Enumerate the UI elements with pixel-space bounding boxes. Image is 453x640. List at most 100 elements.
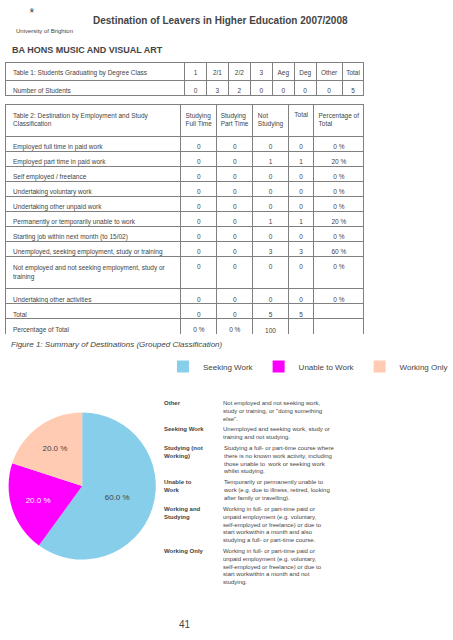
svg-text:Employed full time in paid wor: Employed full time in paid work — [13, 143, 103, 151]
svg-text:Seeking Work: Seeking Work — [164, 426, 204, 432]
svg-text:3: 3 — [269, 248, 273, 255]
svg-text:0: 0 — [233, 143, 237, 150]
svg-text:0: 0 — [197, 173, 201, 180]
svg-text:Other: Other — [164, 400, 181, 406]
svg-text:Deg: Deg — [299, 69, 311, 77]
svg-text:Seeking Work: Seeking Work — [203, 363, 254, 372]
svg-text:3: 3 — [299, 248, 303, 255]
svg-text:0: 0 — [194, 87, 198, 94]
svg-text:Studying a full- or part-time: Studying a full- or part-time course whe… — [223, 445, 334, 474]
svg-text:Table 1: Students Graduating b: Table 1: Students Graduating by Degree C… — [13, 69, 148, 77]
svg-text:Other: Other — [321, 69, 338, 76]
svg-text:3: 3 — [216, 87, 220, 94]
svg-text:0 %: 0 % — [333, 188, 344, 195]
svg-text:0: 0 — [259, 87, 263, 94]
svg-text:0: 0 — [197, 188, 201, 195]
svg-text:60 %: 60 % — [331, 248, 346, 255]
svg-text:0: 0 — [197, 218, 201, 225]
svg-text:0 %: 0 % — [333, 143, 344, 150]
svg-text:0 %: 0 % — [333, 263, 344, 270]
svg-text:3: 3 — [259, 69, 263, 76]
svg-text:0: 0 — [233, 248, 237, 255]
svg-text:0: 0 — [233, 188, 237, 195]
svg-text:Studying (notWorking): Studying (notWorking) — [164, 445, 203, 459]
svg-text:0 %: 0 % — [333, 173, 344, 180]
svg-text:Self employed / freelance: Self employed / freelance — [13, 173, 87, 181]
svg-text:1: 1 — [194, 69, 198, 76]
svg-text:Total: Total — [346, 69, 360, 76]
svg-text:0: 0 — [233, 218, 237, 225]
svg-text:Table 2: Destination by Employ: Table 2: Destination by Employment and S… — [13, 112, 149, 127]
svg-text:41: 41 — [179, 619, 191, 630]
svg-text:University of Brighton: University of Brighton — [16, 28, 73, 34]
svg-text:Destination of Leavers in High: Destination of Leavers in Higher Educati… — [93, 15, 348, 26]
svg-text:Working andStudying: Working andStudying — [164, 506, 201, 520]
svg-text:1: 1 — [269, 158, 273, 165]
svg-text:0 %: 0 % — [333, 233, 344, 240]
svg-text:20 %: 20 % — [331, 218, 346, 225]
svg-text:Not employed and not seeking w: Not employed and not seeking work,study … — [223, 400, 322, 422]
svg-text:Percentage of Total: Percentage of Total — [13, 326, 69, 334]
svg-text:0: 0 — [299, 203, 303, 210]
svg-text:20.0 %: 20.0 % — [42, 444, 67, 453]
svg-text:Employed part time in paid wor: Employed part time in paid work — [13, 158, 106, 166]
svg-text:60.0 %: 60.0 % — [105, 493, 130, 502]
svg-text:0: 0 — [269, 296, 273, 303]
svg-text:0: 0 — [299, 263, 303, 270]
svg-text:0: 0 — [233, 233, 237, 240]
svg-text:Starting job within next month: Starting job within next month (to 15/02… — [13, 233, 128, 241]
svg-text:0 %: 0 % — [333, 296, 344, 303]
svg-text:20.0 %: 20.0 % — [26, 496, 51, 505]
svg-text:0: 0 — [299, 233, 303, 240]
svg-text:Working in full- or part-time: Working in full- or part-time paid orunp… — [223, 548, 322, 585]
svg-text:Undertaking other activities: Undertaking other activities — [13, 296, 92, 304]
svg-text:5: 5 — [351, 87, 355, 94]
svg-text:Unemployed, seeking employment: Unemployed, seeking employment, study or… — [13, 248, 163, 256]
svg-text:0: 0 — [197, 233, 201, 240]
svg-text:0: 0 — [299, 296, 303, 303]
svg-text:BA HONS MUSIC AND VISUAL ART: BA HONS MUSIC AND VISUAL ART — [12, 45, 163, 55]
svg-text:0: 0 — [269, 188, 273, 195]
svg-text:0: 0 — [281, 87, 285, 94]
svg-text:0: 0 — [299, 143, 303, 150]
svg-text:Temporarily or permanently una: Temporarily or permanently unable towork… — [223, 479, 330, 501]
svg-text:0 %: 0 % — [193, 326, 204, 333]
svg-text:Permanently or temporarily una: Permanently or temporarily unable to wor… — [13, 218, 136, 226]
svg-text:1: 1 — [299, 218, 303, 225]
svg-text:Unable to Work: Unable to Work — [299, 363, 355, 372]
svg-text:0: 0 — [233, 311, 237, 318]
svg-text:0: 0 — [197, 158, 201, 165]
svg-text:0: 0 — [197, 248, 201, 255]
svg-text:20 %: 20 % — [331, 158, 346, 165]
svg-text:100%: 100% — [265, 327, 276, 334]
svg-text:5: 5 — [269, 311, 273, 318]
svg-text:Total: Total — [294, 111, 308, 118]
svg-text:Working Only: Working Only — [164, 548, 204, 554]
svg-text:0 %: 0 % — [229, 326, 240, 333]
svg-text:Working in full- or part-time: Working in full- or part-time paid orunp… — [223, 506, 322, 543]
svg-text:0: 0 — [233, 173, 237, 180]
svg-text:Undertaking voluntary work: Undertaking voluntary work — [13, 188, 93, 196]
svg-text:Percentage ofTotal: Percentage ofTotal — [319, 112, 360, 127]
svg-text:Unable toWork: Unable toWork — [164, 479, 192, 493]
svg-text:0: 0 — [233, 296, 237, 303]
svg-text:2: 2 — [238, 87, 242, 94]
svg-text:0: 0 — [269, 173, 273, 180]
svg-text:1: 1 — [269, 218, 273, 225]
svg-text:0: 0 — [299, 188, 303, 195]
svg-text:0: 0 — [327, 87, 331, 94]
svg-text:0: 0 — [197, 203, 201, 210]
svg-text:0: 0 — [233, 158, 237, 165]
svg-text:*: * — [29, 6, 34, 20]
svg-text:0: 0 — [269, 203, 273, 210]
svg-text:Aeg: Aeg — [277, 69, 289, 77]
svg-text:2/2: 2/2 — [235, 69, 244, 76]
svg-text:0: 0 — [197, 263, 201, 270]
svg-text:NotStudying: NotStudying — [258, 112, 284, 128]
svg-text:5: 5 — [299, 311, 303, 318]
svg-text:2/1: 2/1 — [213, 69, 222, 76]
svg-text:Number of Students: Number of Students — [13, 87, 72, 94]
svg-text:0: 0 — [303, 87, 307, 94]
svg-text:0: 0 — [299, 173, 303, 180]
svg-text:0 %: 0 % — [333, 203, 344, 210]
